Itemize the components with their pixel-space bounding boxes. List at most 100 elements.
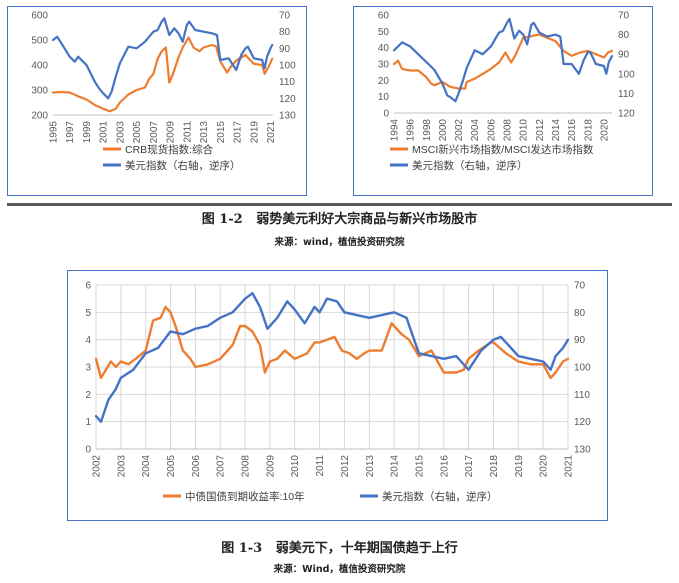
y-tick-label-right: 80 <box>618 30 630 41</box>
x-tick-label: 2011 <box>315 455 326 477</box>
figure-1-3-title: 弱美元下，十年期国债趋于上行 <box>275 541 458 556</box>
x-tick-label: 2018 <box>583 119 594 142</box>
x-tick-label: 2004 <box>470 119 481 142</box>
x-tick-label: 2011 <box>182 121 193 143</box>
x-tick-label: 2010 <box>519 119 530 142</box>
y-tick-label-left: 0 <box>383 109 389 120</box>
x-tick-label: 2016 <box>567 119 578 142</box>
x-tick-label: 1995 <box>49 121 60 144</box>
x-tick-label: 2021 <box>266 121 277 144</box>
y-tick-label-right: 110 <box>618 89 634 100</box>
series-line-usd-index <box>392 17 614 103</box>
x-tick-label: 2014 <box>390 455 401 478</box>
y-tick-label-left: 10 <box>378 92 390 103</box>
y-tick-label-left: 60 <box>378 11 390 22</box>
y-tick-label-left: 200 <box>31 111 48 122</box>
chart-bond: 0 1 2 3 4 5 6 70 80 90 100 110 120 130 2002 2003 2004 200… <box>85 281 591 504</box>
x-tick-label: 2004 <box>141 455 152 478</box>
x-tick-label: 2008 <box>503 119 514 142</box>
x-tick-label: 1998 <box>422 119 433 142</box>
x-tick-label: 2021 <box>564 455 575 478</box>
y-tick-label-left: 40 <box>378 43 390 54</box>
x-tick-label: 2020 <box>539 455 550 478</box>
y-tick-label-left: 5 <box>85 308 91 319</box>
legend-label: 中债国债到期收益率:10年 <box>185 490 305 503</box>
y-tick-label-right: 130 <box>279 111 296 122</box>
y-tick-label-right: 100 <box>618 69 635 80</box>
y-tick-label-right: 90 <box>574 335 586 346</box>
x-tick-label: 2012 <box>340 455 351 478</box>
x-tick-label: 2006 <box>486 119 497 142</box>
chart-msci: 0 10 20 30 40 50 60 70 80 90 100 110 120 1994 1996 1998… <box>378 11 635 173</box>
y-tick-label-left: 50 <box>378 27 390 38</box>
series-line-usd-index <box>94 292 570 423</box>
y-tick-label-left: 300 <box>31 86 48 97</box>
series-line-primary <box>51 36 274 113</box>
x-tick-label: 2013 <box>365 455 376 478</box>
figure-1-3-number: 图 1-3 <box>221 541 263 556</box>
y-tick-label-right: 70 <box>279 11 291 22</box>
x-tick-label: 2015 <box>414 455 425 478</box>
y-tick-label-left: 6 <box>85 281 91 292</box>
x-tick-label: 2020 <box>599 119 610 142</box>
x-tick-label: 2019 <box>514 455 525 478</box>
series-line-primary <box>392 33 614 90</box>
y-tick-label-right: 120 <box>618 109 635 120</box>
y-tick-label-left: 400 <box>31 61 48 72</box>
x-tick-label: 2018 <box>489 455 500 478</box>
y-tick-label-right: 120 <box>279 94 296 105</box>
x-tick-label: 2003 <box>115 121 126 144</box>
y-tick-label-left: 2 <box>85 390 91 401</box>
x-tick-label: 1999 <box>82 121 93 144</box>
x-tick-label: 2010 <box>290 455 301 478</box>
x-tick-label: 2016 <box>439 455 450 478</box>
y-tick-label-left: 0 <box>85 445 91 456</box>
x-tick-label: 1996 <box>406 119 417 142</box>
series-line-usd-index <box>51 17 274 100</box>
y-tick-label-left: 500 <box>31 36 48 47</box>
figure-1-3-source: 来源：Wind，植信投资研究院 <box>273 564 406 575</box>
y-tick-label-right: 110 <box>279 77 295 88</box>
chart-panel-bond: 0 1 2 3 4 5 6 70 80 90 100 110 120 130 2002 2003 2004 200… <box>67 270 608 521</box>
x-tick-label: 2001 <box>99 121 110 144</box>
figure-1-2-title: 弱势美元利好大宗商品与新兴市场股市 <box>256 212 478 227</box>
x-tick-label: 2002 <box>454 119 465 142</box>
x-tick-label: 2009 <box>166 121 177 144</box>
y-tick-label-left: 3 <box>85 363 91 374</box>
figure-1-2-source: 来源：wind，植信投资研究院 <box>274 237 405 248</box>
y-tick-label-right: 70 <box>574 281 586 292</box>
figure-1-2-number: 图 1-2 <box>201 212 243 227</box>
x-tick-label: 2007 <box>149 121 160 144</box>
x-tick-label: 2014 <box>551 119 562 142</box>
y-tick-label-right: 70 <box>618 11 630 22</box>
chart-panel-crb: 200 300 400 500 600 70 80 90 100 110 120 130 1995 199… <box>7 6 307 196</box>
x-tick-label: 2013 <box>199 121 210 144</box>
y-tick-label-right: 100 <box>279 61 296 72</box>
x-tick-label: 2003 <box>116 455 127 478</box>
x-tick-label: 2000 <box>438 119 449 142</box>
y-tick-label-right: 80 <box>574 308 586 319</box>
chart-panel-msci: 0 10 20 30 40 50 60 70 80 90 100 110 120 1994 1996 1998… <box>353 6 653 196</box>
y-tick-label-left: 30 <box>378 60 390 71</box>
legend-label: 美元指数（右轴，逆序） <box>125 159 241 172</box>
y-tick-label-right: 80 <box>279 27 291 38</box>
x-tick-label: 2008 <box>241 455 252 478</box>
y-tick-label-left: 4 <box>85 335 91 346</box>
y-tick-label-right: 120 <box>574 417 591 428</box>
x-tick-label: 2009 <box>265 455 276 478</box>
legend-label: 美元指数（右轴，逆序） <box>412 159 528 172</box>
x-tick-label: 2017 <box>233 121 244 144</box>
x-tick-label: 2002 <box>92 455 103 478</box>
figure-1-3-caption: 图 1-3 弱美元下，十年期国债趋于上行 <box>0 537 679 556</box>
y-tick-label-right: 90 <box>279 44 291 55</box>
y-tick-label-right: 100 <box>574 363 591 374</box>
x-tick-label: 2005 <box>132 121 143 144</box>
y-tick-label-left: 1 <box>85 417 91 428</box>
x-tick-label: 2017 <box>464 455 475 478</box>
x-tick-label: 2019 <box>249 121 260 144</box>
legend-label: MSCI新兴市场指数/MSCI发达市场指数 <box>412 143 594 156</box>
series-line-primary <box>94 305 570 380</box>
x-tick-label: 2005 <box>166 455 177 478</box>
x-tick-label: 2015 <box>216 121 227 144</box>
x-tick-label: 2007 <box>216 455 227 478</box>
